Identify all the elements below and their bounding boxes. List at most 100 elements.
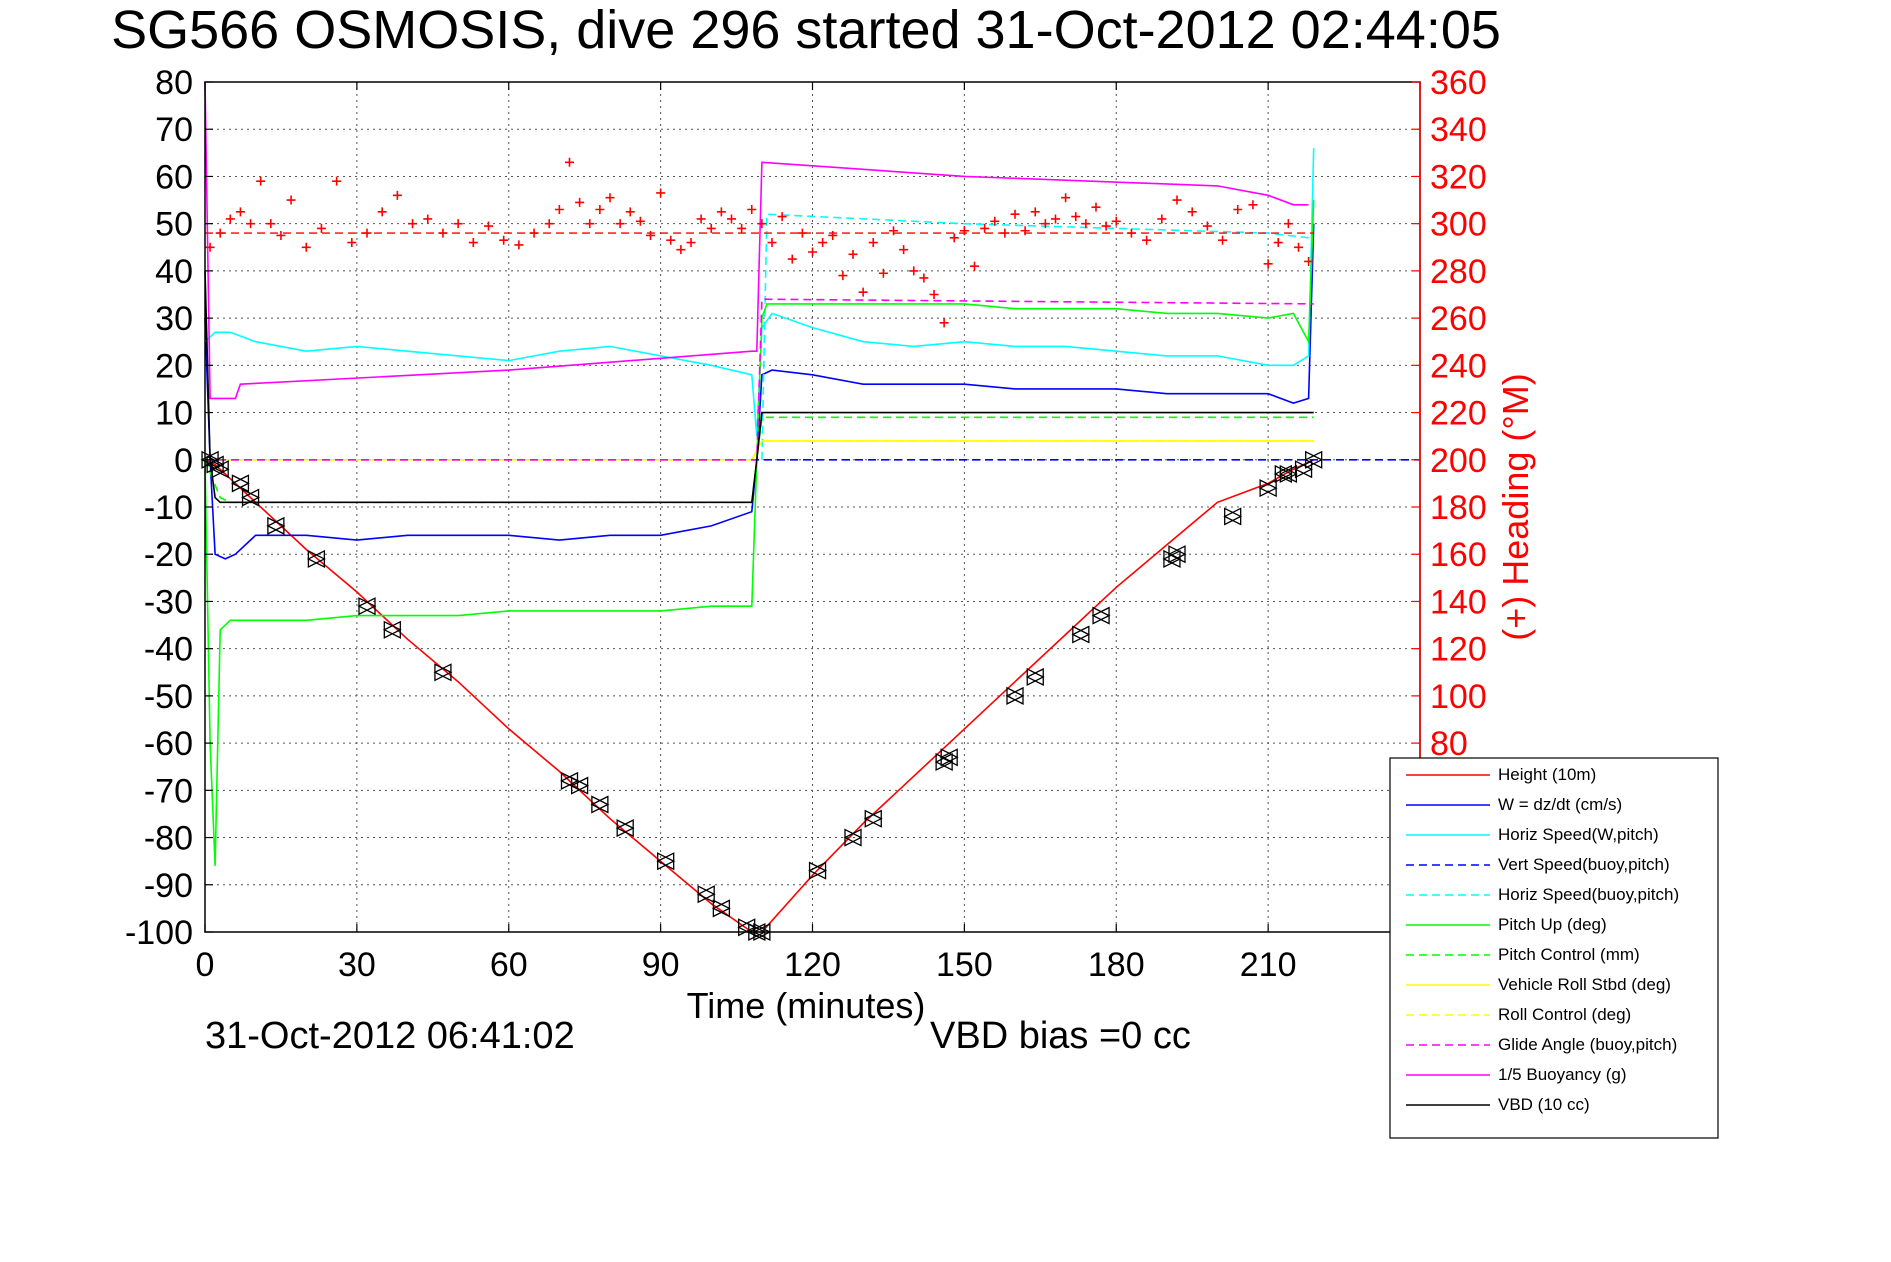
axis-ticks: 030609012015018021024080706050403020100-… (125, 64, 1487, 984)
y2-tick-label: 360 (1430, 64, 1487, 102)
heading-point (1091, 202, 1101, 212)
heading-point (1030, 207, 1040, 217)
heading-point (1081, 219, 1091, 229)
heading-point (1071, 212, 1081, 222)
depth-marker (1071, 625, 1090, 644)
heading-point (1248, 200, 1258, 210)
depth-marker (306, 549, 326, 568)
heading-point (828, 230, 838, 240)
y2-tick-label: 100 (1430, 678, 1487, 716)
depth-marker (1005, 686, 1024, 705)
heading-point (1126, 228, 1136, 238)
heading-point (438, 228, 448, 238)
series-line (204, 200, 1315, 866)
heading-point (235, 207, 245, 217)
heading-point (959, 226, 969, 236)
y-tick-label: -50 (144, 678, 193, 716)
heading-point (980, 223, 990, 233)
y2-tick-label: 280 (1430, 253, 1487, 291)
legend-label: Glide Angle (buoy,pitch) (1498, 1035, 1677, 1054)
legend-label: Vehicle Roll Stbd (deg) (1498, 975, 1671, 994)
heading-point (1294, 242, 1303, 252)
depth-marker (1224, 507, 1243, 526)
heading-point (1101, 221, 1111, 231)
heading-point (554, 205, 564, 214)
y-tick-label: -80 (144, 820, 193, 858)
depth-marker (1025, 667, 1044, 687)
heading-point (256, 176, 266, 186)
heading-point (362, 228, 372, 238)
heading-series-group (205, 157, 1314, 328)
heading-point (468, 238, 478, 248)
heading-point (858, 287, 868, 297)
depth-marker (210, 460, 229, 479)
heading-point (276, 230, 286, 240)
chart-title: SG566 OSMOSIS, dive 296 started 31-Oct-2… (111, 0, 1501, 60)
heading-point (575, 197, 585, 207)
y-tick-label: -30 (144, 583, 193, 621)
depth-marker (738, 918, 757, 937)
y-tick-label: 20 (155, 347, 193, 385)
y-tick-label: 50 (155, 206, 193, 244)
heading-point (529, 228, 539, 238)
y2-tick-label: 220 (1430, 395, 1487, 433)
depth-marker (1304, 450, 1323, 469)
depth-marker (696, 885, 715, 904)
y2-tick-label: 240 (1430, 347, 1487, 385)
heading-point (514, 240, 524, 250)
legend-label: Vert Speed(buoy,pitch) (1498, 855, 1670, 874)
heading-point (1233, 205, 1243, 214)
heading-point (777, 212, 787, 222)
y2-tick-label: 80 (1430, 725, 1468, 763)
y2-tick-label: 260 (1430, 300, 1487, 338)
depth-marker (590, 795, 609, 814)
depth-marker (939, 748, 958, 767)
y2-tick-label: 120 (1430, 631, 1487, 669)
y2-tick-label: 300 (1430, 206, 1487, 244)
legend-label: W = dz/dt (cm/s) (1498, 795, 1622, 814)
heading-point (706, 223, 716, 233)
heading-point (1187, 207, 1197, 217)
heading-point (696, 214, 706, 224)
x-tick-label: 150 (936, 946, 993, 984)
heading-point (332, 176, 342, 186)
depth-marker (934, 752, 953, 772)
heading-point (225, 214, 235, 224)
y-tick-label: 80 (155, 64, 193, 102)
depth-marker (863, 809, 882, 828)
heading-point (316, 223, 326, 233)
heading-point (686, 238, 696, 248)
heading-point (1111, 216, 1121, 226)
heading-point (1218, 235, 1228, 245)
legend-label: Horiz Speed(buoy,pitch) (1498, 885, 1679, 904)
depth-marker (1223, 507, 1242, 526)
series-line (204, 81, 1309, 400)
x-tick-label: 180 (1088, 946, 1145, 984)
heading-point (565, 157, 574, 167)
heading-point (909, 266, 919, 276)
heading-point (246, 219, 256, 229)
heading-point (990, 216, 1000, 226)
heading-point (408, 219, 418, 229)
heading-point (1304, 256, 1314, 266)
depth-marker (382, 620, 401, 639)
x-tick-label: 210 (1240, 946, 1297, 984)
depth-marker (266, 516, 285, 535)
series-line (205, 440, 1314, 461)
depth-marker (200, 450, 219, 469)
depth-marker (433, 663, 452, 682)
depth-marker (808, 861, 827, 880)
heading-point (1000, 228, 1010, 238)
legend-label: VBD (10 cc) (1498, 1095, 1590, 1114)
heading-point (1273, 238, 1283, 248)
depth-marker (1294, 460, 1313, 479)
depth-marker (1278, 464, 1298, 483)
legend-label: Pitch Up (deg) (1498, 915, 1607, 934)
plot-series-group (204, 81, 1420, 933)
y-tick-label: -10 (144, 489, 193, 527)
heading-point (808, 247, 817, 257)
x-tick-label: 90 (642, 946, 680, 984)
heading-point (899, 245, 909, 255)
heading-point (868, 238, 878, 248)
heading-point (727, 214, 736, 224)
